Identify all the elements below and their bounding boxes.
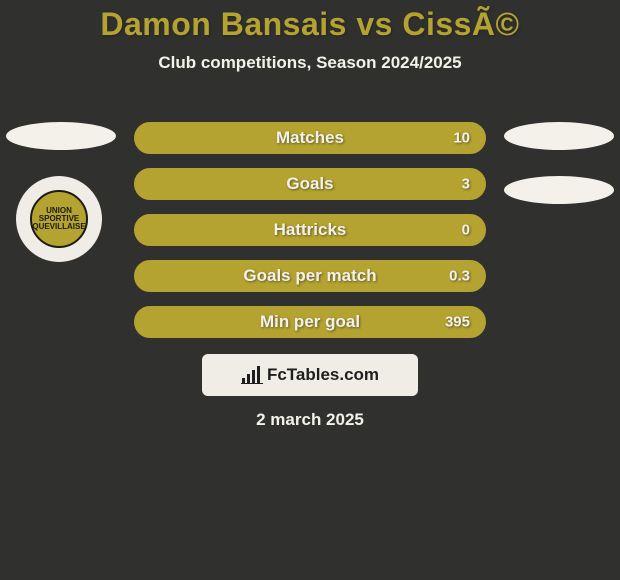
club-badge: UNION SPORTIVE QUEVILLAISE — [16, 176, 102, 262]
footer-date: 2 march 2025 — [0, 410, 620, 430]
stat-bar-label: Goals — [286, 174, 333, 194]
stat-bar-label: Goals per match — [243, 266, 376, 286]
stat-bar-hattricks: Hattricks 0 — [134, 214, 486, 246]
decor-ellipse — [504, 122, 614, 150]
stat-bar-goals-per-match: Goals per match 0.3 — [134, 260, 486, 292]
stat-bar-value: 395 — [445, 314, 470, 331]
stat-bars: Matches 10 Goals 3 Hattricks 0 Goals per… — [134, 122, 486, 352]
decor-ellipse — [6, 122, 116, 150]
brand-label: FcTables.com — [267, 365, 379, 385]
stat-bar-value: 0 — [462, 222, 470, 239]
stat-bar-label: Min per goal — [260, 312, 360, 332]
stat-bar-label: Matches — [276, 128, 344, 148]
stat-bar-min-per-goal: Min per goal 395 — [134, 306, 486, 338]
brand-pill: FcTables.com — [202, 354, 418, 396]
stat-bar-value: 10 — [453, 130, 470, 147]
decor-ellipse — [504, 176, 614, 204]
stat-bar-value: 0.3 — [449, 268, 470, 285]
page-subtitle: Club competitions, Season 2024/2025 — [0, 53, 620, 73]
stat-bar-matches: Matches 10 — [134, 122, 486, 154]
stat-bar-goals: Goals 3 — [134, 168, 486, 200]
page-title: Damon Bansais vs CissÃ© — [0, 0, 620, 43]
stat-bar-value: 3 — [462, 176, 470, 193]
club-badge-label: UNION SPORTIVE QUEVILLAISE — [30, 190, 88, 248]
stat-bar-label: Hattricks — [274, 220, 347, 240]
bar-chart-icon — [241, 366, 263, 384]
comparison-card: Damon Bansais vs CissÃ© Club competition… — [0, 0, 620, 580]
